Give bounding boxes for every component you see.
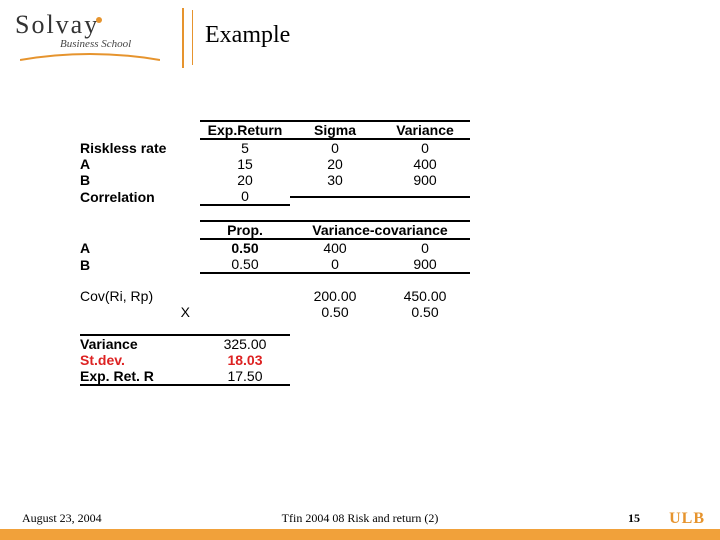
logo-swoosh-icon (20, 52, 160, 64)
footer-bar (0, 530, 720, 540)
title-rule-inner (192, 10, 193, 65)
footer-ulb: ULB (669, 510, 705, 528)
footer-page: 15 (628, 511, 640, 526)
t2-h1: Prop. (200, 220, 290, 240)
content: Exp.Return Sigma Variance Riskless rate … (80, 120, 560, 386)
table-row: B 0.50 0 900 (80, 256, 560, 274)
footer-date: August 23, 2004 (22, 511, 102, 526)
table-row: X 0.50 0.50 (80, 304, 560, 320)
t2-header: Prop. Variance-covariance (80, 220, 560, 240)
table-row: B 20 30 900 (80, 172, 560, 188)
logo-sub: Business School (60, 38, 160, 50)
footer-center: Tfin 2004 08 Risk and return (2) (282, 511, 439, 526)
t2-h2: Variance-covariance (290, 220, 470, 240)
logo-main: Solvay (15, 10, 160, 40)
logo: Solvay Business School (15, 10, 160, 69)
page-title: Example (205, 22, 290, 49)
table-row: St.dev. 18.03 (80, 352, 560, 368)
t1-header: Exp.Return Sigma Variance (80, 120, 560, 140)
table-row: Riskless rate 5 0 0 (80, 140, 560, 156)
table-row: Cov(Ri, Rp) 200.00 450.00 (80, 288, 560, 304)
t1-h1: Exp.Return (200, 120, 290, 140)
table-row: A 15 20 400 (80, 156, 560, 172)
title-rule (182, 8, 184, 68)
t1-h3: Variance (380, 120, 470, 140)
table-row: Correlation 0 (80, 188, 560, 206)
t1-h2: Sigma (290, 120, 380, 140)
table-row: Variance 325.00 (80, 334, 560, 352)
table-row: A 0.50 400 0 (80, 240, 560, 256)
table-row: Exp. Ret. R 17.50 (80, 368, 560, 386)
